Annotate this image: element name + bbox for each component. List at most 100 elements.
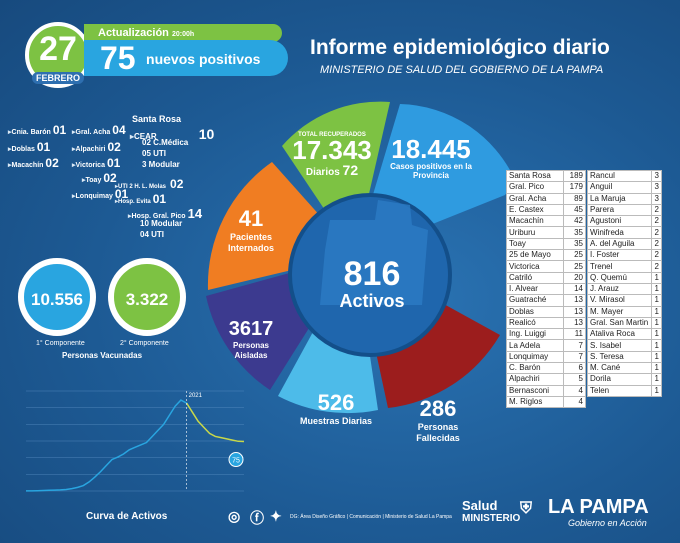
locality-count: 7 (562, 350, 587, 364)
locality-name: Victorica (506, 260, 564, 273)
year-annotation: 2021 (189, 393, 203, 399)
new-positives-value: 75 (100, 40, 136, 76)
ministerio-label: MINISTERIO (462, 513, 521, 524)
locality-name: M. Cané (586, 362, 653, 375)
evita-block: ▸Hosp. Evita 01 (115, 192, 167, 206)
table-row: S. Teresa 1 (586, 350, 662, 364)
new-positives-label: nuevos positivos (146, 51, 261, 67)
locality-name: Uriburu (506, 226, 564, 239)
table-row: Q. Quemú 1 (586, 271, 662, 284)
locality-count: 25 (562, 260, 587, 273)
table-row: Alpachiri 5 (506, 373, 587, 386)
locality-name: Toay (506, 237, 564, 251)
table-row: Winifreda 2 (586, 226, 662, 239)
twitter-icon[interactable]: ✦ (270, 508, 282, 524)
locality-name: M. Riglos (506, 395, 564, 409)
vaccine-first-value: 10.556 (31, 290, 83, 309)
locality-name: Bernasconi (506, 384, 564, 397)
locality-name: Telen (586, 384, 653, 397)
table-row: Gral. San Martin 1 (586, 316, 662, 330)
cases-table-right: Rancul 3 Anguil 3 La Maruja 3 Parera 2 Agustoni 2… (586, 169, 662, 397)
locality-name: E. Castex (506, 203, 564, 217)
loc-alpachiri: ▸Alpachiri 02 (72, 140, 121, 154)
table-row: Toay 35 (506, 237, 587, 251)
locality-count: 2 (651, 260, 662, 273)
locality-name: C. Barón (506, 362, 564, 375)
loc-toay: ▸Toay 02 (82, 171, 117, 185)
positive-block: 18.445 Casos positivos en la Provincia (390, 134, 472, 180)
locality-count: 4 (562, 384, 587, 397)
stats-ring (206, 101, 510, 414)
locality-name: M. Mayer (586, 305, 653, 318)
locality-count: 42 (562, 215, 587, 228)
locality-name: Rancul (586, 169, 653, 183)
loc-gral-acha: ▸Gral. Acha 04 (72, 123, 126, 137)
locality-name: La Adela (506, 339, 564, 352)
slogan-label: Gobierno en Acción (568, 518, 647, 528)
gral-pico-uti: 04 UTI (140, 230, 165, 239)
chart-title: Curva de Activos (86, 511, 168, 522)
locality-name: Realicó (506, 316, 564, 330)
table-row: Telen 1 (586, 384, 662, 397)
vaccine-second-value: 3.322 (125, 290, 169, 309)
new-positives-bar: 75 nuevos positivos (84, 40, 288, 76)
facebook-icon[interactable]: ⓕ (250, 510, 264, 526)
province-logo-icon: ⛨ (520, 500, 533, 517)
locality-count: 1 (651, 271, 662, 284)
locality-name: Trenel (586, 260, 653, 273)
update-label: Actualización (98, 27, 169, 39)
update-bar: Actualización 20:00h (84, 24, 282, 42)
locality-name: Ing. Luiggi (506, 328, 564, 341)
locality-name: Alpachiri (506, 373, 564, 386)
locality-count: 1 (651, 305, 662, 318)
locality-count: 1 (651, 294, 662, 307)
locality-count: 14 (562, 282, 587, 296)
table-row: Trenel 2 (586, 260, 662, 273)
locality-count: 13 (562, 305, 587, 318)
vaccine-second-circle: 3.322 (108, 258, 186, 336)
locality-count: 2 (651, 226, 662, 239)
locality-name: Lonquimay (506, 350, 564, 364)
locality-name: Ataliva Roca (586, 328, 653, 341)
table-row: Victorica 25 (506, 260, 587, 273)
locality-count: 1 (651, 328, 662, 341)
table-row: Parera 2 (586, 203, 662, 217)
page-subtitle: MINISTERIO DE SALUD DEL GOBIERNO DE LA P… (320, 64, 604, 76)
loc-cnia-baron: ▸Cnia. Barón 01 (8, 123, 67, 137)
cear-modular: 3 Modular (142, 160, 180, 169)
loc-victorica: ▸Victorica 01 (72, 156, 121, 170)
locality-name: Gral. San Martin (586, 316, 653, 330)
vaccine-first-label: 1° Componente (36, 340, 85, 347)
locality-count: 35 (562, 226, 587, 239)
loc-doblas: ▸Doblas 01 (8, 140, 51, 154)
locality-count: 89 (562, 192, 587, 205)
update-time: 20:00h (171, 31, 195, 38)
locality-name: Catriló (506, 271, 564, 284)
locality-name: S. Isabel (586, 339, 653, 352)
locality-count: 6 (562, 362, 587, 375)
gral-pico-modular: 10 Modular (140, 219, 183, 228)
table-row: Lonquimay 7 (506, 350, 587, 364)
locality-count: 25 (562, 249, 587, 262)
locality-name: Doblas (506, 305, 564, 318)
table-row: Catriló 20 (506, 271, 587, 284)
locality-count: 179 (562, 181, 587, 194)
santa-rosa-title: Santa Rosa (132, 114, 182, 124)
locality-count: 2 (651, 203, 662, 217)
internados-block: 41 Pacientes Internados (227, 206, 274, 253)
table-row: Santa Rosa 189 (506, 169, 587, 183)
locality-count: 2 (651, 215, 662, 228)
table-row: Agustoni 2 (586, 215, 662, 228)
locality-name: Gral. Acha (506, 192, 564, 205)
locality-name: Santa Rosa (506, 169, 564, 183)
locality-count: 3 (651, 181, 662, 194)
salud-label: Salud (462, 498, 498, 513)
table-row: Realicó 13 (506, 316, 587, 330)
locality-name: Agustoni (586, 215, 653, 228)
recovered-block: TOTAL RECUPERADOS 17.343 Diarios 72 (292, 132, 372, 178)
instagram-icon[interactable]: ◎ (228, 508, 241, 524)
locality-name: S. Teresa (586, 350, 653, 364)
locality-name: Anguil (586, 181, 653, 194)
locality-count: 1 (651, 384, 662, 397)
locality-count: 1 (651, 316, 662, 330)
